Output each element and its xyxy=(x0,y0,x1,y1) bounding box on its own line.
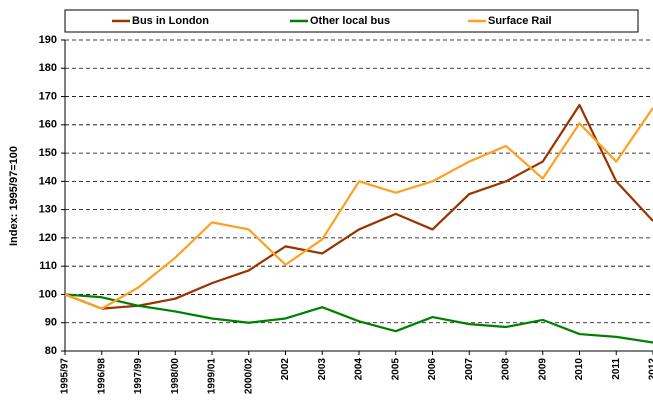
x-tick-label: 2007 xyxy=(464,358,475,381)
legend-label: Surface Rail xyxy=(488,15,552,27)
series-line xyxy=(64,103,653,310)
y-tick-label: 180 xyxy=(39,62,57,74)
y-tick-label: 100 xyxy=(39,288,57,300)
x-tick-label: 2010 xyxy=(574,358,585,381)
x-tick-label: 1995/97 xyxy=(60,358,71,395)
x-tick-label: 2003 xyxy=(317,358,328,381)
y-tick-label: 190 xyxy=(39,34,57,46)
x-tick-label: 2000/02 xyxy=(243,358,254,395)
x-tick-label: 1998/00 xyxy=(170,358,181,395)
y-tick-label: 80 xyxy=(45,345,57,357)
x-tick-label: 1996/98 xyxy=(96,358,107,395)
x-tick-label: 2005 xyxy=(390,358,401,381)
y-tick-label: 120 xyxy=(39,232,57,244)
y-tick-label: 140 xyxy=(39,175,57,187)
x-tick-label: 2012 xyxy=(648,358,653,381)
y-tick-label: 150 xyxy=(39,147,57,159)
x-tick-label: 2002 xyxy=(280,358,291,381)
y-tick-label: 110 xyxy=(39,260,57,272)
series-line xyxy=(64,107,653,310)
y-tick-label: 170 xyxy=(39,90,57,102)
x-tick-label: 2006 xyxy=(427,358,438,381)
y-tick-label: 90 xyxy=(45,317,57,329)
y-tick-label: 160 xyxy=(39,119,57,131)
x-tick-label: 1997/99 xyxy=(133,358,144,395)
x-tick-label: 2011 xyxy=(611,358,622,380)
legend-box xyxy=(64,9,639,33)
x-tick-label: 1999/01 xyxy=(207,358,218,395)
series-line xyxy=(64,293,653,344)
x-tick-label: 2008 xyxy=(501,358,512,381)
y-tick-label: 130 xyxy=(39,204,57,216)
x-tick-label: 2004 xyxy=(354,358,365,381)
x-tick-label: 2009 xyxy=(537,358,548,381)
legend-label: Other local bus xyxy=(310,15,390,27)
legend-label: Bus in London xyxy=(132,15,209,27)
y-axis-label: Index: 1995/97=100 xyxy=(8,146,20,246)
